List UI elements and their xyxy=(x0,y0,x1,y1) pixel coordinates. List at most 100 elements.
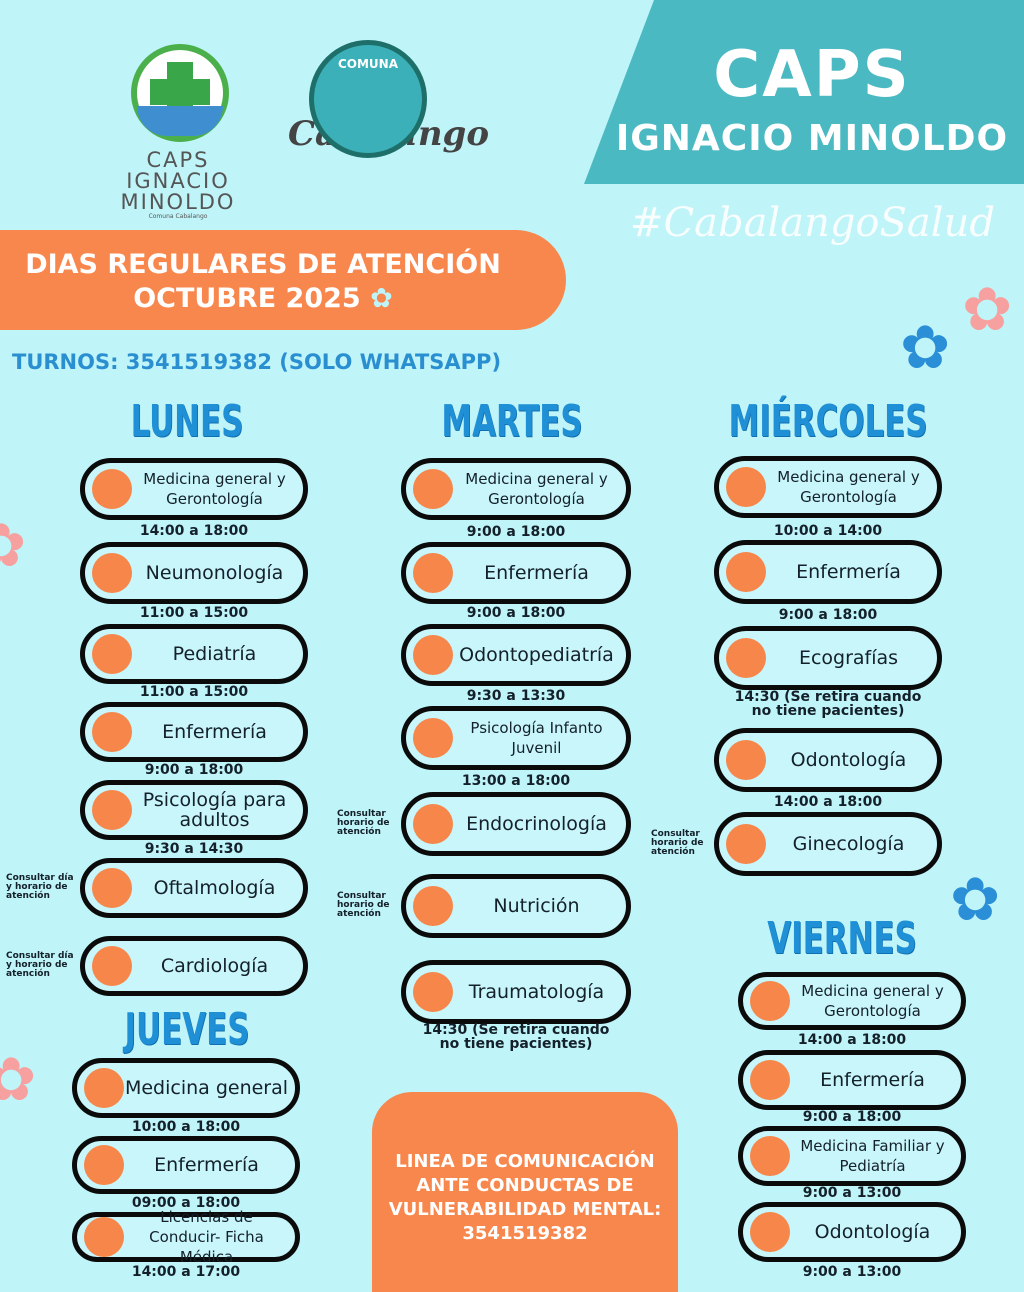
service-pill: Traumatología xyxy=(401,960,631,1024)
caps-logo-line3: MINOLDO xyxy=(120,190,236,214)
service-pill: Medicina Familiar y Pediatría xyxy=(738,1126,966,1186)
service-label: Pediatría xyxy=(172,643,257,665)
service-pill: Enfermería xyxy=(714,540,942,604)
service-time: 9:30 a 13:30 xyxy=(466,688,566,704)
service-pill: Pediatría xyxy=(80,624,308,684)
bullet-dot-icon xyxy=(84,1217,124,1257)
service-time: 14:00 a 18:00 xyxy=(797,1032,907,1048)
service-pill: Psicología para adultos xyxy=(80,780,308,840)
service-pill: Cardiología xyxy=(80,936,308,996)
mental-health-line: LINEA DE COMUNICACIÓN ANTE CONDUCTAS DE … xyxy=(372,1092,678,1292)
service-time: 14:00 a 18:00 xyxy=(773,794,883,810)
service-label: Psicología para adultos xyxy=(142,789,287,831)
flower-icon: ✿ xyxy=(0,511,27,581)
service-time: 10:00 a 14:00 xyxy=(773,523,883,539)
day-title: MARTES xyxy=(441,396,583,447)
caps-logo-line2: IGNACIO xyxy=(126,169,230,193)
bullet-dot-icon xyxy=(726,824,766,864)
bullet-dot-icon xyxy=(413,635,453,675)
header-title: CAPS xyxy=(713,38,911,112)
service-time: 13:00 a 18:00 xyxy=(461,773,571,789)
service-time: 9:00 a 13:00 xyxy=(802,1264,902,1280)
caps-logo: CAPS IGNACIO MINOLDO Comuna Cabalango xyxy=(108,44,248,220)
service-label: Enfermería xyxy=(162,721,267,743)
service-label: Ecografías xyxy=(798,647,899,669)
service-pill: Ginecología xyxy=(714,812,942,876)
flower-icon: ✿ xyxy=(0,1045,37,1115)
service-time: 14:30 (Se retira cuando no tiene pacient… xyxy=(734,689,922,719)
service-pill: Medicina general y Gerontología xyxy=(714,456,942,518)
hashtag: #CabalangoSalud xyxy=(630,200,995,246)
header-subtitle: IGNACIO MINOLDO xyxy=(615,118,1009,159)
service-time: 14:00 a 18:00 xyxy=(139,523,249,539)
bullet-dot-icon xyxy=(84,1145,124,1185)
service-time: 9:00 a 18:00 xyxy=(466,605,566,621)
service-label: Licencias de Conducir- Ficha Médica xyxy=(149,1208,264,1266)
bullet-dot-icon xyxy=(84,1068,124,1108)
service-pill: Enfermería xyxy=(401,542,631,604)
service-time: 14:30 (Se retira cuando no tiene pacient… xyxy=(422,1022,610,1052)
service-pill: Medicina general y Gerontología xyxy=(738,972,966,1030)
service-note: Consultar horario de atención xyxy=(337,809,390,837)
flower-icon: ✿ xyxy=(962,275,1013,345)
turnos-phone: TURNOS: 3541519382 (SOLO WHATSAPP) xyxy=(12,350,502,374)
service-time: 14:00 a 17:00 xyxy=(131,1264,241,1280)
service-note: Consultar horario de atención xyxy=(337,891,390,919)
service-label: Enfermería xyxy=(820,1069,925,1091)
day-title: MIÉRCOLES xyxy=(728,396,928,447)
service-pill: Licencias de Conducir- Ficha Médica xyxy=(72,1208,300,1266)
service-pill: Odontología xyxy=(738,1202,966,1262)
service-label: Medicina general y Gerontología xyxy=(777,468,920,506)
service-note: Consultar día y horario de atención xyxy=(6,951,74,979)
service-time: 9:00 a 13:00 xyxy=(802,1185,902,1201)
service-pill: Enfermería xyxy=(80,702,308,762)
comuna-logo-top: COMUNA xyxy=(337,57,399,71)
flower-icon: ✿ xyxy=(370,283,393,314)
service-pill: Enfermería xyxy=(738,1050,966,1110)
service-label: Traumatología xyxy=(468,981,605,1003)
service-pill: Medicina general xyxy=(72,1058,300,1118)
day-title: LUNES xyxy=(130,396,244,447)
service-time: 9:00 a 18:00 xyxy=(144,762,244,778)
service-pill: Odontología xyxy=(714,728,942,792)
service-time: 9:00 a 18:00 xyxy=(778,607,878,623)
bullet-dot-icon xyxy=(413,469,453,509)
service-label: Enfermería xyxy=(796,561,901,583)
bullet-dot-icon xyxy=(750,1060,790,1100)
service-note: Consultar día y horario de atención xyxy=(6,873,74,901)
service-label: Nutrición xyxy=(493,895,580,917)
bullet-dot-icon xyxy=(92,790,132,830)
service-time: 10:00 a 18:00 xyxy=(131,1119,241,1135)
bullet-dot-icon xyxy=(750,981,790,1021)
caps-logo-small: Comuna Cabalango xyxy=(148,213,208,220)
banner-line2: OCTUBRE 2025 xyxy=(133,283,361,314)
service-pill: Oftalmología xyxy=(80,858,308,918)
bullet-dot-icon xyxy=(413,718,453,758)
banner-line1: DIAS REGULARES DE ATENCIÓN xyxy=(25,249,501,280)
bullet-dot-icon xyxy=(92,553,132,593)
day-title: VIERNES xyxy=(767,913,917,964)
caps-logo-line1: CAPS xyxy=(146,148,210,172)
service-label: Medicina general xyxy=(124,1077,289,1099)
service-label: Enfermería xyxy=(484,562,589,584)
service-label: Odontopediatría xyxy=(459,644,614,666)
day-title: JUEVES xyxy=(124,1004,250,1055)
service-note: Consultar horario de atención xyxy=(651,829,704,857)
service-pill: Medicina general y Gerontología xyxy=(401,458,631,520)
bullet-dot-icon xyxy=(726,552,766,592)
service-label: Oftalmología xyxy=(153,877,276,899)
service-label: Neumonología xyxy=(145,562,284,584)
service-label: Cardiología xyxy=(160,955,269,977)
service-time: 9:30 a 14:30 xyxy=(144,841,244,857)
service-pill: Nutrición xyxy=(401,874,631,938)
service-time: 11:00 a 15:00 xyxy=(139,605,249,621)
flower-icon: ✿ xyxy=(950,865,1001,935)
service-label: Odontología xyxy=(790,749,907,771)
service-time: 09:00 a 18:00 xyxy=(131,1195,241,1211)
bullet-dot-icon xyxy=(413,972,453,1012)
service-label: Medicina Familiar y Pediatría xyxy=(800,1137,945,1175)
service-label: Enfermería xyxy=(154,1154,259,1176)
service-pill: Enfermería xyxy=(72,1136,300,1194)
service-pill: Medicina general y Gerontología xyxy=(80,458,308,520)
bullet-dot-icon xyxy=(92,868,132,908)
